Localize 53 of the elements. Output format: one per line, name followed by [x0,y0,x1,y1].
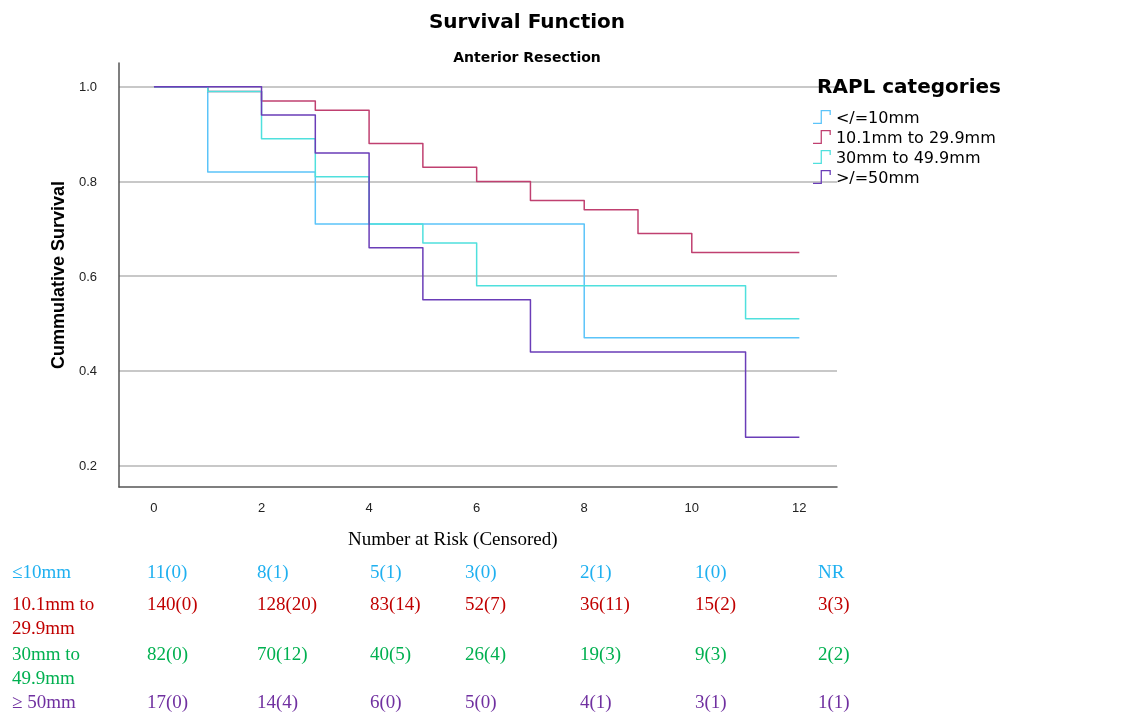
category-label: ≥ 50mm [12,691,76,712]
y-tick-label: 0.8 [78,173,97,189]
y-tick-label: 1.0 [78,79,97,95]
text: 128(20) [257,593,318,614]
x-tick-label: 12 [792,500,807,515]
x-tick-label: 8 [580,500,588,515]
chart-subtitle: Anterior Resection [453,49,601,65]
legend-title: RAPL categories [817,74,1001,98]
text: 26(4) [465,643,507,664]
text: 82(0) [147,643,189,664]
category-label: 30mm to 49.9mm [12,643,81,688]
y-axis-title: Cummulative Survival [48,180,68,370]
text: 8(1) [257,561,289,582]
x-tick-label: 0 [150,500,158,515]
text: 70(12) [257,643,308,664]
text: 1(1) [818,691,850,712]
chart-title: Survival Function [428,9,626,33]
category-label: 10.1mm to 29.9mm [12,593,95,638]
y-tick-label: 0.2 [78,458,97,474]
text: 5(0) [465,691,497,712]
category-label: ≤10mm [12,561,71,582]
text: 6(0) [370,691,402,712]
text: 140(0) [147,593,198,614]
text: 4(1) [580,691,612,712]
text: 3(1) [695,691,727,712]
text: 9(3) [695,643,727,664]
text: 83(14) [370,593,421,614]
x-tick-label: 6 [473,500,481,515]
text: 40(5) [370,643,412,664]
text: 1(0) [695,561,727,582]
text: NR [818,561,845,582]
text: 11(0) [147,561,188,582]
text: 3(3) [818,593,850,614]
y-tick-label: 0.4 [78,363,97,379]
text: Number at Risk (Censored) [348,528,558,550]
text: 5(1) [370,561,402,582]
x-tick-label: 2 [257,500,266,515]
text: 52(7) [465,593,507,614]
legend-label: 30mm to 49.9mm [835,147,981,167]
text: 36(11) [580,593,630,614]
text: 2(2) [818,643,850,664]
text: 15(2) [695,593,737,614]
legend-label: </=10mm [835,107,920,127]
text: 19(3) [580,643,622,664]
legend-label: >/=50mm [835,167,920,187]
x-tick-label: 4 [365,500,373,515]
x-tick-label: 10 [684,500,700,515]
text: 3(0) [465,561,497,582]
text: 14(4) [257,691,299,712]
text: 2(1) [580,561,612,582]
y-tick-label: 0.6 [78,268,97,284]
text: 17(0) [147,691,189,712]
legend-label: 10.1mm to 29.9mm [835,127,996,147]
